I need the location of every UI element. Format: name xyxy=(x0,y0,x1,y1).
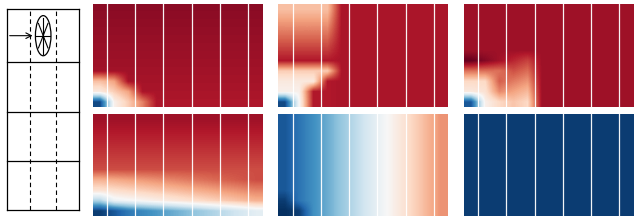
Circle shape xyxy=(35,16,51,56)
